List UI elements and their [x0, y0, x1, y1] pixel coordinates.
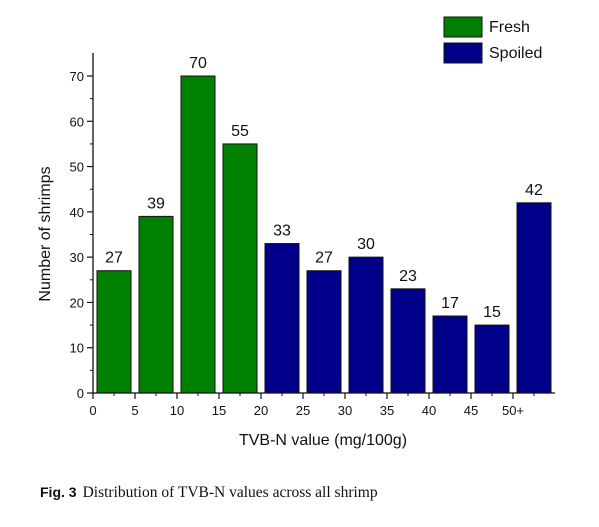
bar-value-label: 27	[315, 250, 333, 267]
bar-value-label: 39	[147, 195, 165, 212]
x-axis-label: TVB-N value (mg/100g)	[239, 432, 407, 449]
x-tick-label: 5	[131, 403, 138, 418]
bar-value-label: 27	[105, 250, 123, 267]
bar-value-label: 23	[399, 268, 417, 285]
y-tick-label: 0	[77, 386, 84, 401]
figure-caption: Fig. 3 Distribution of TVB-N values acros…	[40, 484, 378, 502]
figure-number: Fig. 3	[40, 484, 77, 500]
bar	[306, 270, 342, 394]
bars-group: 27 39 70 55 33 27 30 23 17 15 42	[96, 55, 552, 394]
bar	[96, 270, 132, 394]
x-tick-label: 20	[254, 403, 268, 418]
bar	[138, 215, 174, 394]
y-tick-label: 50	[70, 160, 84, 175]
x-tick-label: 50+	[502, 403, 524, 418]
bar-value-label: 55	[231, 123, 249, 140]
x-tick-label: 15	[212, 403, 226, 418]
bar	[474, 324, 510, 394]
bar	[222, 143, 258, 394]
x-tick-label: 0	[89, 403, 96, 418]
bar-value-label: 15	[483, 304, 501, 321]
y-tick-label: 30	[70, 250, 84, 265]
y-tick-label: 60	[70, 114, 84, 129]
legend-swatch	[443, 16, 483, 38]
bar	[264, 243, 300, 394]
y-axis-label: Number of shrimps	[37, 166, 54, 301]
axes-group: 0 10 20 30 40 50 60 70 0 5 10 15 20 25 30 35 40 45 50+	[70, 53, 555, 418]
x-tick-label: 45	[464, 403, 478, 418]
x-tick-label: 35	[380, 403, 394, 418]
legend: Fresh Spoiled	[443, 16, 542, 64]
legend-label: Spoiled	[489, 45, 542, 62]
caption-text: Distribution of TVB-N values across all …	[82, 484, 378, 501]
bar	[432, 315, 468, 394]
x-tick-label: 30	[338, 403, 352, 418]
bar-value-label: 42	[525, 182, 543, 199]
x-tick-label: 10	[170, 403, 184, 418]
bar	[348, 256, 384, 394]
y-tick-label: 70	[70, 69, 84, 84]
bar	[516, 202, 552, 394]
bar-value-label: 70	[189, 55, 207, 72]
y-tick-label: 10	[70, 341, 84, 356]
bar	[180, 75, 216, 394]
bar-value-label: 17	[441, 295, 459, 312]
x-tick-label: 25	[296, 403, 310, 418]
x-tick-label: 40	[422, 403, 436, 418]
bar-value-label: 30	[357, 236, 375, 253]
legend-label: Fresh	[489, 19, 530, 36]
bar-chart: Fresh Spoiled 27 39 70 55 33 27 30 23 17 15 42 0 10 2…	[37, 16, 555, 449]
legend-swatch	[443, 42, 483, 64]
y-tick-label: 20	[70, 295, 84, 310]
bar-value-label: 33	[273, 223, 291, 240]
y-tick-label: 40	[70, 205, 84, 220]
bar	[390, 288, 426, 394]
